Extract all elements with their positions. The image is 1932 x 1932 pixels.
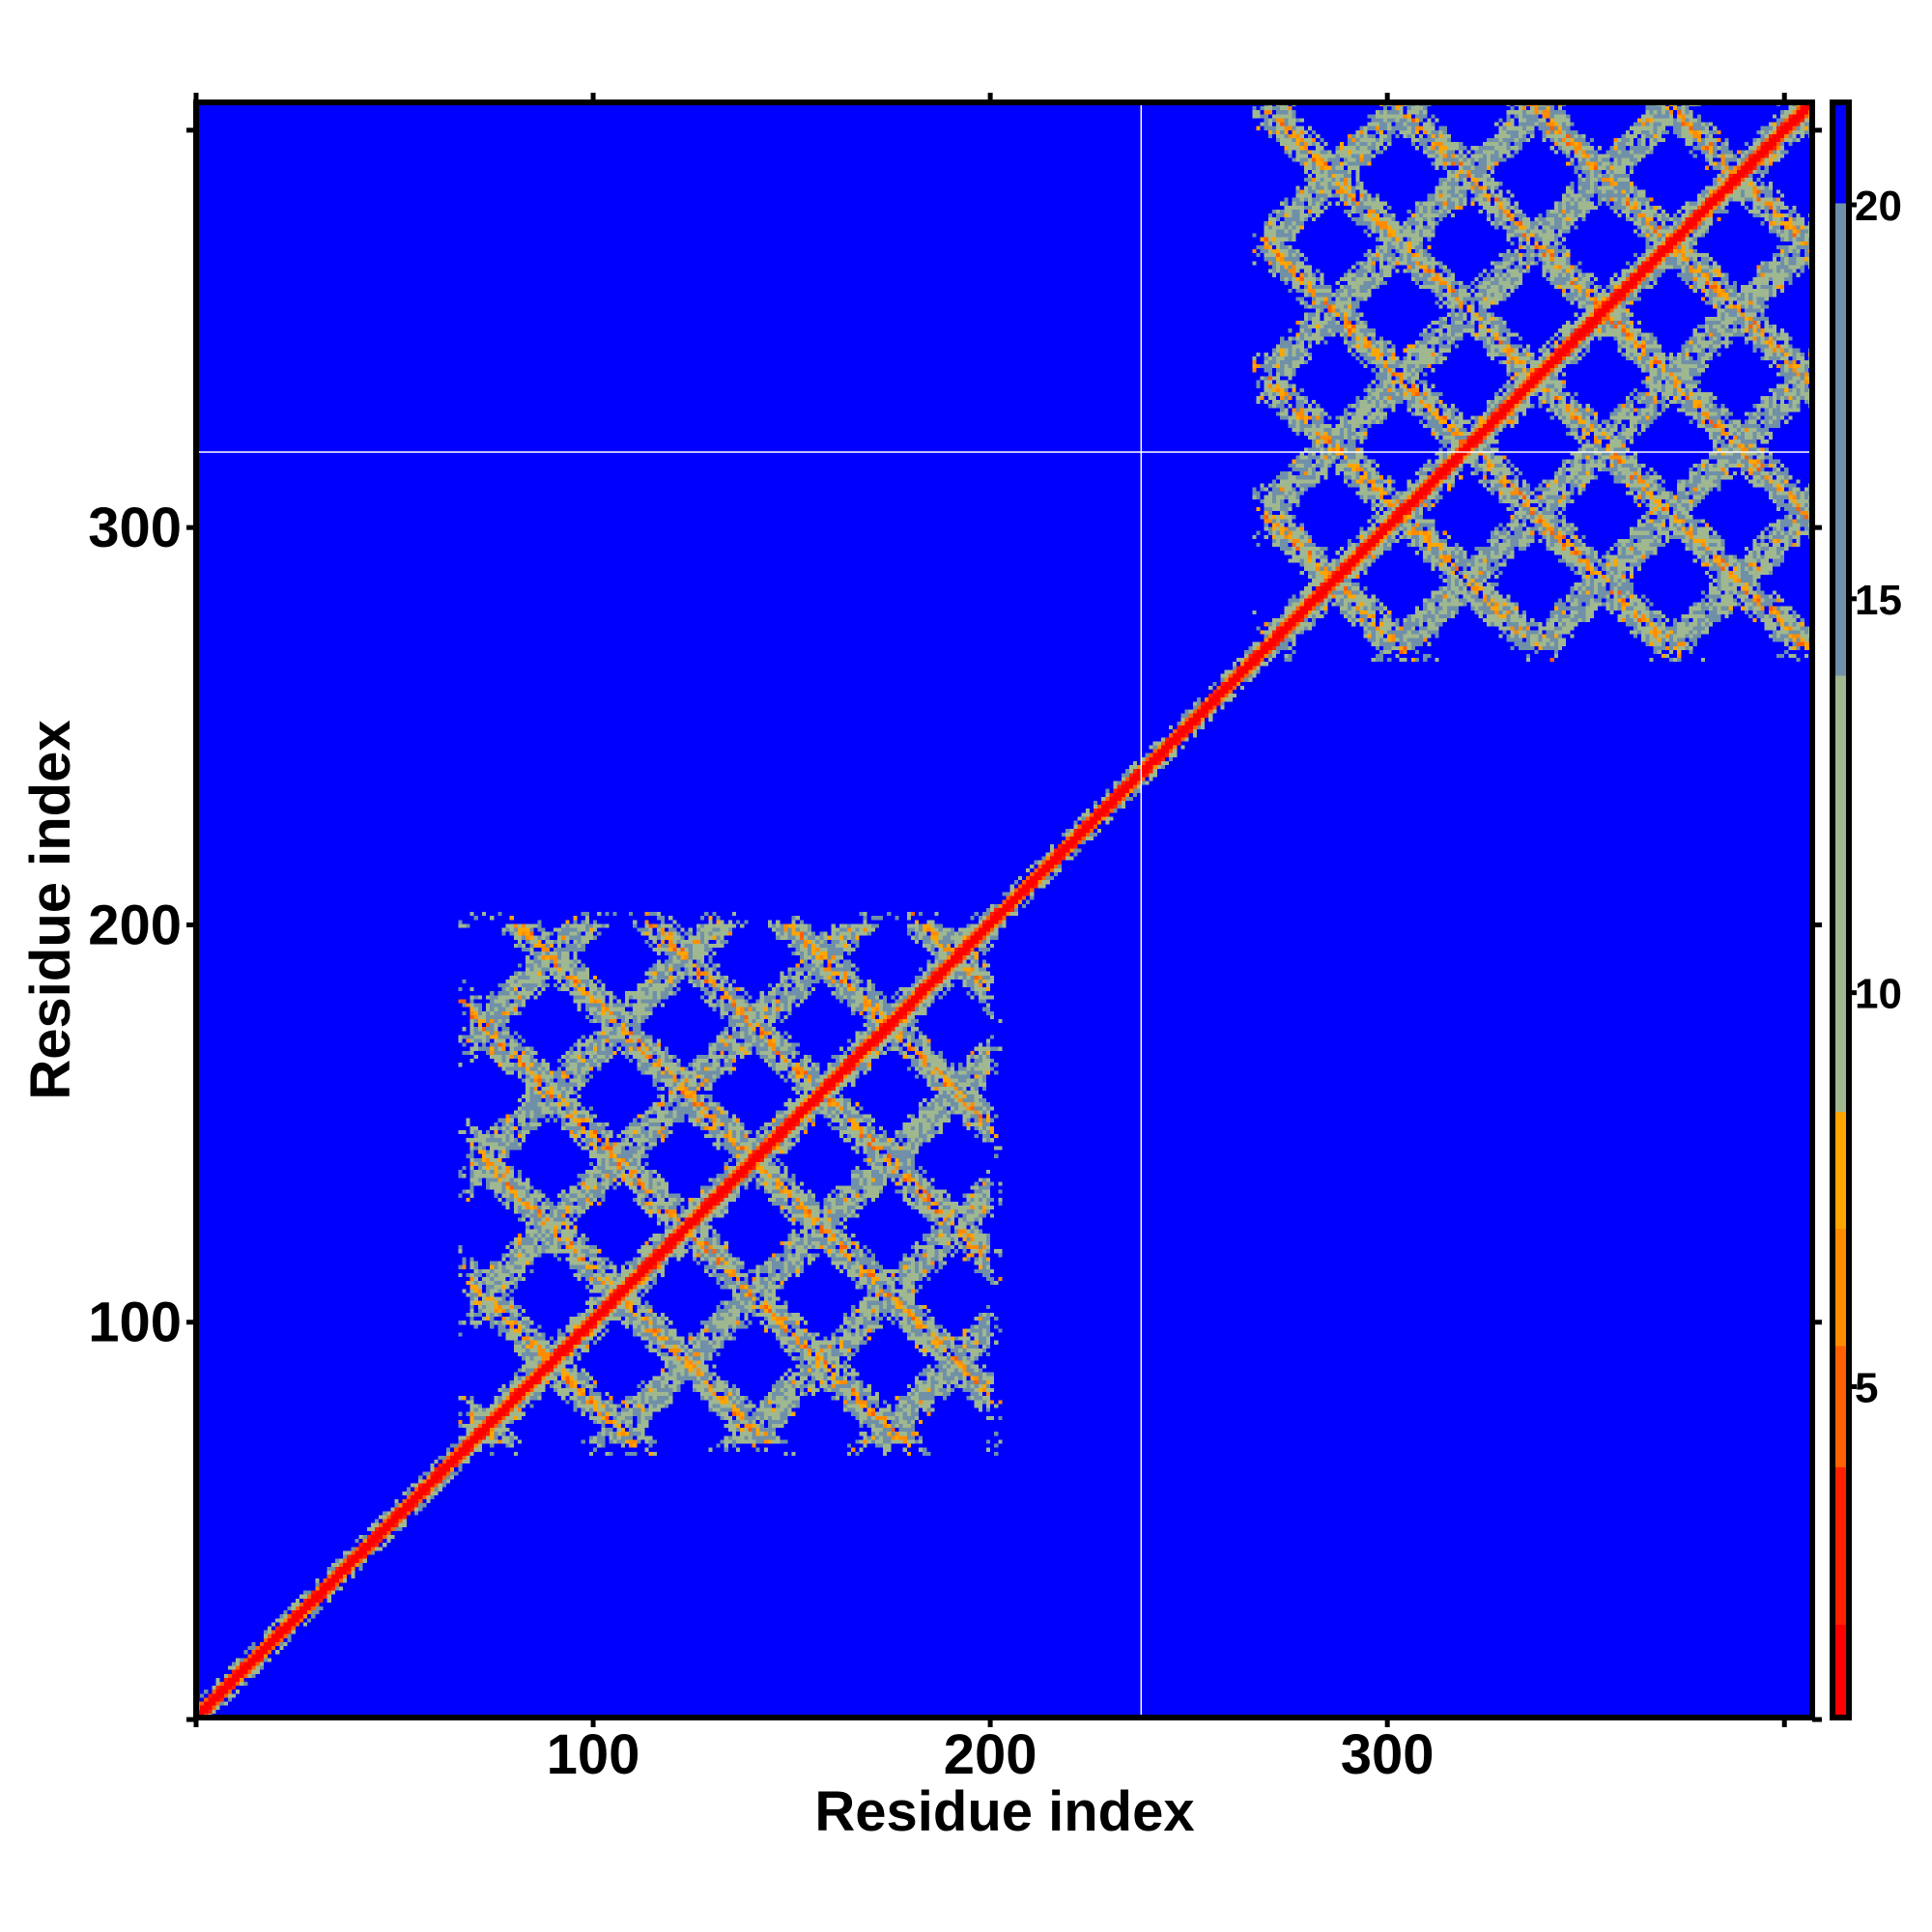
x-axis-title: Residue index [814, 1780, 1194, 1843]
colorbar-tick-label: 10 [1855, 971, 1902, 1018]
y-tick-label: 300 [88, 497, 182, 559]
y-axis-title: Residue index [19, 720, 82, 1099]
x-tick-label: 300 [1341, 1723, 1435, 1786]
colorbar-tick-label: 15 [1855, 577, 1902, 624]
x-tick-label: 100 [547, 1723, 640, 1786]
contact-heatmap [196, 102, 1812, 1718]
axis-ticks [186, 93, 1857, 1727]
y-tick-label: 200 [88, 894, 182, 956]
colorbar-tick-label: 20 [1855, 183, 1902, 230]
plot-frame [193, 99, 1815, 1720]
colorbar-frame [1830, 99, 1852, 1720]
y-tick-label: 100 [88, 1292, 182, 1354]
colorbar-gradient [1833, 102, 1849, 1718]
x-tick-label: 200 [944, 1723, 1037, 1786]
colorbar-tick-label: 5 [1855, 1364, 1878, 1411]
